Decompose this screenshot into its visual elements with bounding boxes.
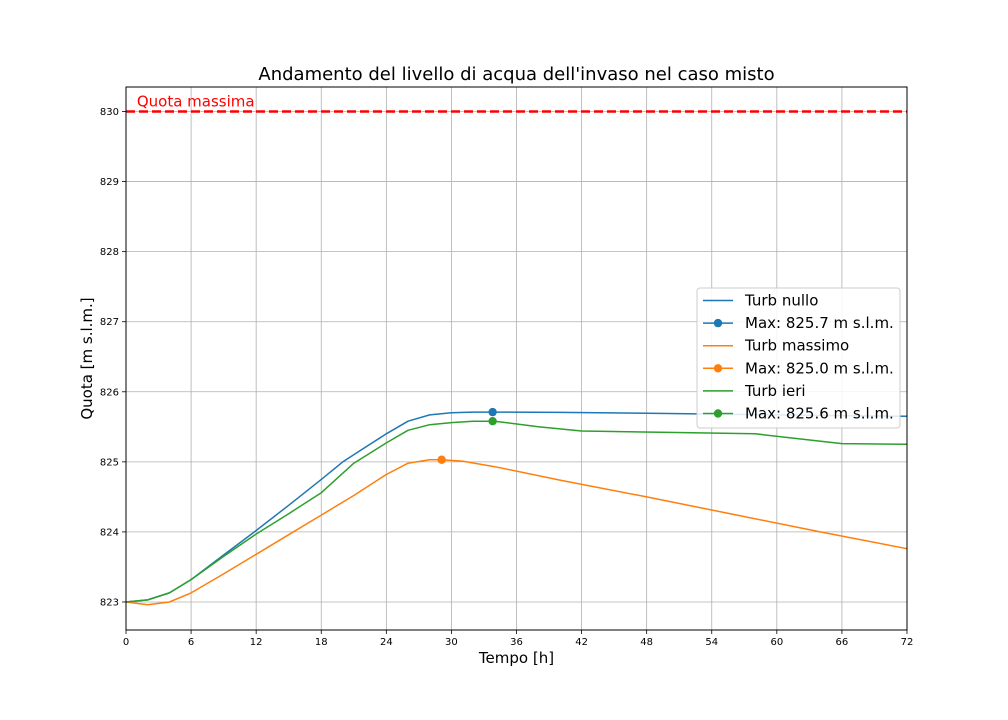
x-tick-label: 48 — [640, 637, 653, 648]
x-tick-label: 42 — [575, 637, 588, 648]
x-tick-label: 18 — [315, 637, 328, 648]
series-group — [125, 407, 908, 606]
legend-entry: Max: 825.0 m s.l.m. — [745, 359, 894, 377]
x-tick-label: 12 — [250, 637, 263, 648]
x-tick-label: 6 — [188, 637, 194, 648]
y-tick-label: 824 — [100, 527, 119, 538]
y-tick-label: 827 — [100, 317, 119, 328]
series-line — [125, 458, 908, 606]
legend-marker — [713, 409, 723, 418]
x-tick-label: 60 — [770, 637, 783, 648]
x-tick-label: 66 — [836, 637, 849, 648]
y-tick-label: 826 — [100, 387, 119, 398]
x-tick-label: 72 — [901, 637, 914, 648]
x-tick-label: 0 — [123, 637, 129, 648]
y-tick-label: 828 — [100, 247, 119, 258]
series-line — [125, 420, 908, 603]
y-axis-label: Quota [m s.l.m.] — [78, 297, 96, 419]
ticks: 0 6 12 18 24 30 36 42 48 54 60 66 72 823 824 825 826 827 8… — [100, 107, 913, 648]
legend-entry: Turb ieri — [744, 382, 806, 400]
legend-entry: Max: 825.7 m s.l.m. — [745, 314, 894, 332]
x-tick-label: 24 — [380, 637, 393, 648]
legend-entry: Max: 825.6 m s.l.m. — [745, 405, 894, 423]
y-tick-label: 825 — [100, 457, 119, 468]
x-tick-label: 54 — [705, 637, 718, 648]
y-tick-label: 823 — [100, 597, 119, 608]
reference-line-label: Quota massima — [137, 93, 255, 111]
x-tick-label: 30 — [445, 637, 458, 648]
chart-title: Andamento del livello di acqua dell'inva… — [258, 64, 774, 85]
max-point-marker — [488, 417, 497, 426]
x-axis-label: Tempo [h] — [478, 649, 554, 667]
y-tick-label: 829 — [100, 177, 119, 188]
legend-box — [696, 287, 901, 429]
max-point-marker — [437, 455, 446, 464]
x-tick-label: 36 — [510, 637, 523, 648]
y-tick-label: 830 — [100, 107, 119, 118]
legend-marker — [713, 318, 723, 328]
legend-entry: Turb massimo — [744, 337, 849, 355]
reference-line-group: Quota massima — [126, 93, 907, 113]
legend: Turb nullo Max: 825.7 m s.l.m. Turb massim… — [696, 287, 901, 429]
max-point-marker — [488, 407, 497, 417]
legend-marker — [713, 364, 723, 373]
legend-entry: Turb nullo — [744, 292, 818, 310]
